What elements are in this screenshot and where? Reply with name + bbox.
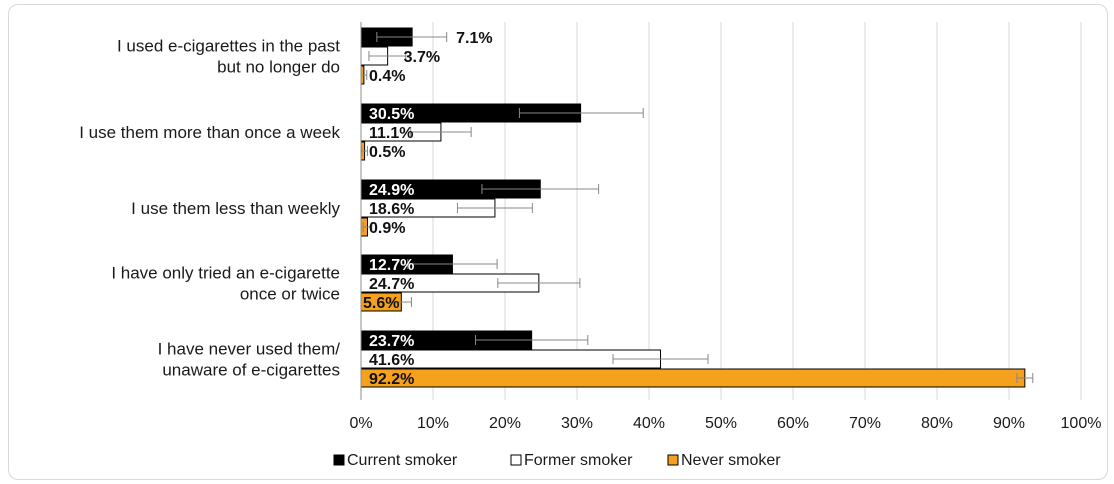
data-label: 24.9% — [369, 182, 414, 199]
x-tick-label: 0% — [349, 415, 372, 432]
x-tick-label: 10% — [417, 415, 449, 432]
data-label: 0.9% — [369, 220, 405, 237]
category-label: I use them less than weekly — [131, 199, 340, 218]
x-tick-label: 20% — [489, 415, 521, 432]
data-label: 18.6% — [369, 201, 414, 218]
category-label: but no longer do — [217, 58, 340, 77]
legend-swatch — [510, 454, 522, 466]
legend-label: Never smoker — [681, 452, 781, 469]
data-label: 3.7% — [404, 49, 440, 66]
data-label: 24.7% — [369, 276, 414, 293]
data-label: 23.7% — [369, 333, 414, 350]
x-tick-label: 100% — [1061, 415, 1102, 432]
data-label: 12.7% — [369, 257, 414, 274]
x-tick-label: 90% — [993, 415, 1025, 432]
x-tick-label: 30% — [561, 415, 593, 432]
x-tick-label: 70% — [849, 415, 881, 432]
legend-label: Former smoker — [524, 452, 633, 469]
x-tick-label: 50% — [705, 415, 737, 432]
category-label: once or twice — [240, 285, 340, 304]
legend-label: Current smoker — [347, 452, 458, 469]
category-label: I have never used them/ — [158, 340, 341, 359]
data-label: 7.1% — [456, 30, 492, 47]
legend-swatch — [333, 454, 345, 466]
bar — [360, 368, 1026, 388]
data-label: 5.6% — [363, 295, 399, 312]
data-label: 92.2% — [369, 371, 414, 388]
x-tick-label: 60% — [777, 415, 809, 432]
category-label: I have only tried an e-cigarette — [111, 264, 340, 283]
data-label: 0.4% — [369, 68, 405, 85]
data-label: 41.6% — [369, 352, 414, 369]
category-label: unaware of e-cigarettes — [162, 361, 340, 380]
x-tick-label: 80% — [921, 415, 953, 432]
chart-frame — [8, 4, 1108, 480]
x-tick-label: 40% — [633, 415, 665, 432]
category-label: I used e-cigarettes in the past — [117, 37, 340, 56]
category-label: I use them more than once a week — [79, 123, 340, 142]
data-label: 11.1% — [369, 125, 413, 142]
data-label: 0.5% — [369, 144, 405, 161]
data-label: 30.5% — [369, 106, 414, 123]
legend-swatch — [667, 454, 679, 466]
